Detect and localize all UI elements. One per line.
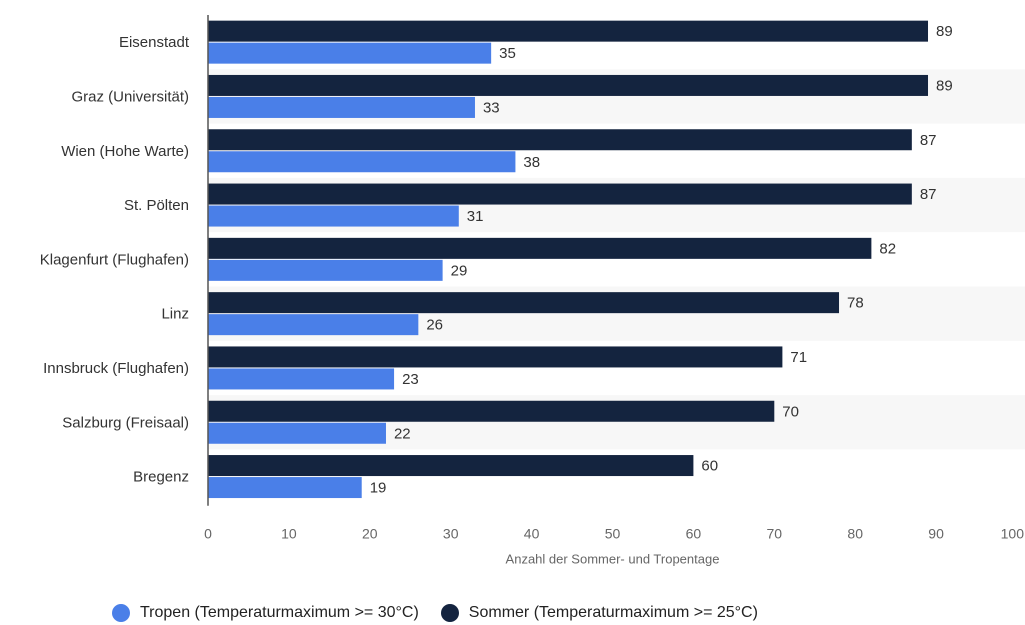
x-tick-0: 0 [204, 526, 212, 542]
data-label-tropen-bregenz: 19 [370, 480, 387, 497]
x-tick-20: 20 [362, 526, 378, 542]
category-label-linz: Linz [161, 306, 189, 323]
bar-tropen-wien-hohe-warte [208, 151, 516, 173]
x-tick-40: 40 [524, 526, 540, 542]
x-tick-100: 100 [1001, 526, 1025, 542]
bar-tropen-linz [208, 314, 419, 336]
data-labels: 89 35 89 33 87 38 87 31 82 29 78 26 71 23 70 22 60 19 [370, 23, 953, 496]
bar-sommer-linz [208, 292, 840, 314]
bar-tropen-klagenfurt-flughafen [208, 259, 443, 281]
data-label-sommer-bregenz: 60 [701, 458, 718, 475]
legend-label-tropen: Tropen (Temperaturmaximum >= 30°C) [140, 604, 419, 621]
legend-marker-sommer [440, 604, 459, 622]
legend-marker-tropen [112, 604, 130, 622]
bar-sommer-salzburg-freisaal [208, 400, 775, 422]
bar-sommer-graz-universit-t [208, 74, 929, 96]
bar-tropen-bregenz [208, 477, 362, 499]
row-bands [208, 69, 1025, 450]
bar-sommer-bregenz [208, 455, 694, 477]
data-label-sommer-klagenfurt-flughafen: 82 [879, 240, 896, 257]
x-tick-10: 10 [281, 526, 297, 542]
bar-tropen-salzburg-freisaal [208, 422, 386, 444]
x-tick-80: 80 [847, 526, 863, 542]
category-label-innsbruck-flughafen: Innsbruck (Flughafen) [43, 360, 189, 377]
data-label-sommer-linz: 78 [847, 295, 864, 312]
x-tick-70: 70 [767, 526, 783, 542]
x-axis-ticks: 0 10 20 30 40 50 60 70 80 90 100 [204, 526, 1024, 542]
data-label-sommer-salzburg-freisaal: 70 [782, 403, 799, 420]
bar-sommer-st-p-lten [208, 183, 912, 205]
data-label-tropen-wien-hohe-warte: 38 [523, 154, 540, 171]
category-label-salzburg-freisaal: Salzburg (Freisaal) [62, 414, 189, 431]
data-label-tropen-innsbruck-flughafen: 23 [402, 371, 419, 388]
category-labels: Eisenstadt Graz (Universität) Wien (Hohe W… [40, 34, 190, 485]
bar-tropen-eisenstadt [208, 42, 492, 64]
x-tick-50: 50 [605, 526, 621, 542]
data-label-sommer-st-p-lten: 87 [920, 186, 937, 203]
legend-item-sommer[interactable]: Sommer (Temperaturmaximum >= 25°C) [440, 604, 758, 622]
bar-sommer-wien-hohe-warte [208, 129, 912, 151]
bar-tropen-innsbruck-flughafen [208, 368, 395, 390]
x-tick-90: 90 [928, 526, 944, 542]
bar-sommer-innsbruck-flughafen [208, 346, 783, 368]
data-label-tropen-linz: 26 [426, 317, 443, 334]
legend: Tropen (Temperaturmaximum >= 30°C) Somme… [112, 601, 780, 625]
category-label-graz-universit-t: Graz (Universität) [71, 88, 189, 105]
bar-tropen-graz-universit-t [208, 96, 475, 118]
category-label-bregenz: Bregenz [133, 469, 189, 486]
legend-label-sommer: Sommer (Temperaturmaximum >= 25°C) [468, 604, 758, 621]
data-label-tropen-klagenfurt-flughafen: 29 [451, 262, 468, 279]
data-label-tropen-salzburg-freisaal: 22 [394, 425, 411, 442]
bar-sommer-klagenfurt-flughafen [208, 237, 872, 259]
category-label-st-p-lten: St. Pölten [124, 197, 189, 214]
data-label-sommer-innsbruck-flughafen: 71 [790, 349, 807, 366]
category-label-klagenfurt-flughafen: Klagenfurt (Flughafen) [40, 251, 189, 268]
legend-item-tropen[interactable]: Tropen (Temperaturmaximum >= 30°C) [112, 604, 419, 622]
bars [208, 20, 929, 499]
bar-tropen-st-p-lten [208, 205, 459, 227]
x-tick-30: 30 [443, 526, 459, 542]
category-label-eisenstadt: Eisenstadt [119, 34, 190, 51]
x-tick-60: 60 [686, 526, 702, 542]
data-label-sommer-eisenstadt: 89 [936, 23, 953, 40]
data-label-tropen-graz-universit-t: 33 [483, 99, 500, 116]
bar-sommer-eisenstadt [208, 20, 929, 42]
category-label-wien-hohe-warte: Wien (Hohe Warte) [61, 143, 189, 160]
data-label-sommer-wien-hohe-warte: 87 [920, 132, 937, 149]
data-label-sommer-graz-universit-t: 89 [936, 77, 953, 94]
x-axis-title: Anzahl der Sommer- und Tropentage [506, 552, 720, 567]
data-label-tropen-eisenstadt: 35 [499, 45, 516, 62]
data-label-tropen-st-p-lten: 31 [467, 208, 484, 225]
bar-chart: 89 35 89 33 87 38 87 31 82 29 78 26 71 23 70 22 60 19 Eis… [40, 15, 1025, 567]
